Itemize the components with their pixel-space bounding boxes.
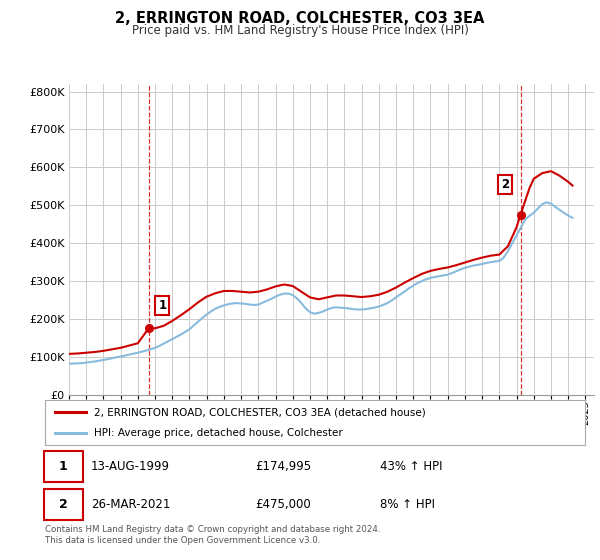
Text: 13-AUG-1999: 13-AUG-1999 [91,460,170,473]
Text: 2, ERRINGTON ROAD, COLCHESTER, CO3 3EA (detached house): 2, ERRINGTON ROAD, COLCHESTER, CO3 3EA (… [94,408,425,418]
Text: £174,995: £174,995 [256,460,312,473]
Text: 26-MAR-2021: 26-MAR-2021 [91,498,170,511]
Text: 8% ↑ HPI: 8% ↑ HPI [380,498,435,511]
Text: HPI: Average price, detached house, Colchester: HPI: Average price, detached house, Colc… [94,428,343,438]
Text: 1: 1 [59,460,68,473]
FancyBboxPatch shape [44,489,83,520]
Text: Price paid vs. HM Land Registry's House Price Index (HPI): Price paid vs. HM Land Registry's House … [131,24,469,36]
Text: £475,000: £475,000 [256,498,311,511]
FancyBboxPatch shape [44,451,83,482]
Text: 43% ↑ HPI: 43% ↑ HPI [380,460,442,473]
Text: 2: 2 [501,178,509,191]
Text: 2, ERRINGTON ROAD, COLCHESTER, CO3 3EA: 2, ERRINGTON ROAD, COLCHESTER, CO3 3EA [115,11,485,26]
Text: 1: 1 [158,299,166,312]
Text: 2: 2 [59,498,68,511]
Text: Contains HM Land Registry data © Crown copyright and database right 2024.
This d: Contains HM Land Registry data © Crown c… [45,525,380,545]
